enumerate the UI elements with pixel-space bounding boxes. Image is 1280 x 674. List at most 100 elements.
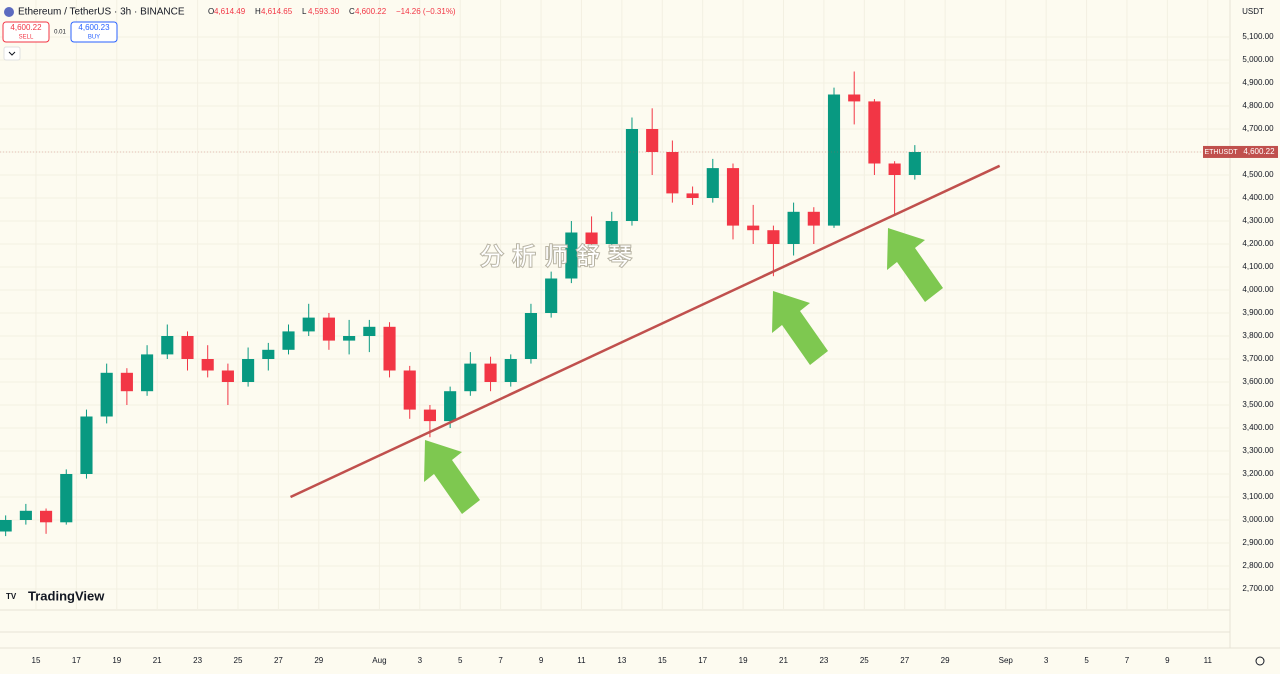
candle-body: [827, 94, 841, 226]
currency-button[interactable]: [1238, 4, 1270, 20]
y-tick-label: 3,200.00: [1242, 469, 1274, 478]
y-tick-label: 2,900.00: [1242, 538, 1274, 547]
arrow: [772, 291, 828, 365]
buy-label: BUY: [88, 35, 100, 41]
candle-body: [0, 520, 12, 532]
ohlc-key: O: [208, 7, 214, 16]
candle-body: [383, 326, 396, 371]
y-tick-label: 3,400.00: [1242, 423, 1274, 432]
spread: 0.01: [54, 30, 66, 36]
x-tick-label: 21: [779, 656, 788, 665]
sell-button[interactable]: [2, 21, 50, 43]
price-tag: [1240, 145, 1278, 158]
x-tick-label: 13: [617, 656, 626, 665]
symbol-icon: [4, 7, 14, 17]
y-tick-label: 4,100.00: [1242, 262, 1274, 271]
arrows: [424, 228, 943, 514]
y-tick-label: 5,100.00: [1242, 32, 1274, 41]
candle-body: [19, 510, 32, 521]
watermark: 分析师舒琴: [480, 243, 640, 270]
y-tick-label: 4,200.00: [1242, 239, 1274, 248]
y-tick-label: 4,000.00: [1242, 285, 1274, 294]
x-tick-label: 19: [112, 656, 121, 665]
x-tick-label: 11: [577, 656, 586, 665]
ohlc: O 4,614.49 H 4,614.65 L 4,593.30 C 4,600.22 −14.…: [208, 7, 456, 16]
ohlc-value: 4,593.30: [308, 7, 340, 16]
x-tick-label: 25: [860, 656, 869, 665]
candle-body: [423, 409, 436, 422]
candle-body: [161, 336, 174, 355]
price-tag-value: 4,600.22: [1243, 147, 1275, 156]
buy-button[interactable]: [70, 21, 118, 43]
candle-body: [767, 230, 780, 245]
candle-body: [221, 370, 234, 383]
ohlc-value: 4,614.65: [261, 7, 293, 16]
x-tick-label: 3: [418, 656, 423, 665]
y-tick-label: 4,700.00: [1242, 124, 1274, 133]
x-tick-label: 5: [458, 656, 463, 665]
y-tick-label: 3,800.00: [1242, 331, 1274, 340]
candle-body: [343, 336, 356, 341]
y-tick-label: 2,800.00: [1242, 561, 1274, 570]
y-tick-label: 3,900.00: [1242, 308, 1274, 317]
logo-mark: TV: [6, 592, 17, 601]
candle-body: [60, 474, 73, 523]
candle-body: [262, 349, 275, 360]
candle-body: [726, 168, 740, 226]
y-tick-label: 4,500.00: [1242, 170, 1274, 179]
sell-label: SELL: [19, 35, 34, 41]
x-tick-label: 23: [819, 656, 828, 665]
ohlc-value: 4,614.49: [214, 7, 246, 16]
price-tag-name: ETHUSDT: [1204, 149, 1238, 156]
y-tick-label: 4,300.00: [1242, 216, 1274, 225]
y-tick-label: 3,500.00: [1242, 400, 1274, 409]
candle-body: [242, 359, 255, 383]
x-tick-label: 5: [1084, 656, 1089, 665]
sell-price: 4,600.22: [10, 23, 42, 32]
candle-body: [181, 336, 194, 360]
x-tick-label: Aug: [372, 656, 386, 665]
ohlc-key: L: [302, 7, 307, 16]
candle-body: [100, 372, 113, 417]
y-tick-label: 3,000.00: [1242, 515, 1274, 524]
candle-body: [80, 416, 93, 475]
ohlc-value: 4,600.22: [355, 7, 387, 16]
y-tick-label: 4,900.00: [1242, 78, 1274, 87]
settings-icon[interactable]: [1255, 656, 1265, 666]
x-tick-label: 17: [698, 656, 707, 665]
arrow: [887, 228, 943, 302]
collapse-button[interactable]: [3, 46, 21, 61]
x-tick-label: 9: [1165, 656, 1170, 665]
price-tag: [1203, 145, 1240, 158]
candle-body: [787, 211, 800, 245]
candle-body: [524, 313, 538, 360]
candle-body: [908, 152, 921, 176]
candle-body: [302, 317, 315, 332]
x-tick-label: 7: [498, 656, 503, 665]
candle-body: [403, 370, 416, 410]
y-tick-label: 4,400.00: [1242, 193, 1274, 202]
candle-body: [444, 391, 457, 422]
x-tick-label: 11: [1204, 656, 1213, 665]
candle-body: [868, 101, 881, 164]
candle-body: [141, 354, 154, 392]
candle-body: [545, 278, 558, 314]
plot: [0, 0, 1230, 610]
candle-body: [201, 359, 214, 371]
candle-body: [484, 363, 497, 383]
y-tick-label: 2,700.00: [1242, 584, 1274, 593]
logo: TradingView: [28, 588, 105, 603]
x-tick-label: 15: [32, 656, 41, 665]
candle-body: [807, 211, 820, 226]
currency: USDT: [1242, 7, 1264, 16]
x-tick-label: 17: [72, 656, 81, 665]
symbol[interactable]: Ethereum / TetherUS · 3h · BINANCE: [18, 7, 185, 18]
x-tick-label: 29: [941, 656, 950, 665]
arrow: [424, 440, 480, 514]
x-tick-label: 15: [658, 656, 667, 665]
ohlc-change: −14.26 (−0.31%): [396, 7, 456, 16]
y-tick-label: 3,700.00: [1242, 354, 1274, 363]
candle-body: [282, 331, 295, 350]
